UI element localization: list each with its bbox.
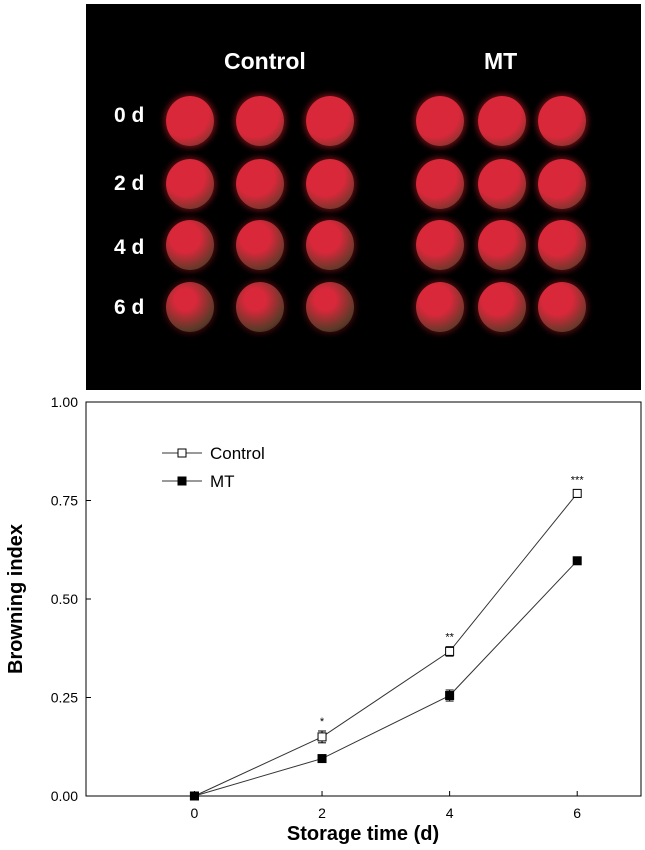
rambutan-fruit (478, 220, 526, 270)
rambutan-fruit (538, 220, 586, 270)
rambutan-fruit (236, 220, 284, 270)
control-data-point (572, 488, 582, 498)
rambutan-fruit (166, 159, 214, 209)
rambutan-fruit (538, 159, 586, 209)
rambutan-fruit (166, 96, 214, 146)
y-tick-label: 1.00 (51, 394, 78, 410)
x-axis-label: Storage time (d) (287, 823, 439, 845)
y-tick-label: 0.75 (51, 493, 78, 509)
row-label-day4: 4 d (114, 236, 145, 259)
x-tick-label: 4 (446, 805, 454, 821)
rambutan-fruit (306, 96, 354, 146)
x-tick-label: 6 (573, 805, 581, 821)
rambutan-fruit (166, 282, 214, 332)
significance-label: *** (571, 474, 585, 486)
rambutan-fruit (538, 282, 586, 332)
rambutan-fruit (236, 159, 284, 209)
row-label-day0: 0 d (114, 104, 145, 127)
mt-data-point (189, 791, 199, 801)
mt-data-point (572, 556, 582, 566)
legend-marker-mt (177, 476, 187, 486)
rambutan-fruit (166, 220, 214, 270)
rambutan-fruit (306, 282, 354, 332)
control-data-point (445, 646, 455, 656)
y-tick-label: 0.50 (51, 591, 78, 607)
control-group-label: Control (224, 48, 306, 74)
legend-label: Control (210, 444, 265, 463)
rambutan-fruit (416, 159, 464, 209)
legend: Control MT (162, 444, 265, 491)
significance-label: * (320, 716, 325, 728)
series-line-mt (194, 560, 578, 797)
significance-label: ** (445, 632, 454, 644)
row-label-day2: 2 d (114, 172, 145, 195)
y-axis-label: Browning index (5, 524, 27, 674)
rambutan-fruit (478, 282, 526, 332)
rambutan-fruit (538, 96, 586, 146)
rambutan-fruit (478, 96, 526, 146)
rambutan-fruit (416, 220, 464, 270)
series-layer: ****** (189, 474, 585, 801)
rambutan-fruit (236, 282, 284, 332)
y-axis-ticks: 0.00 0.25 0.50 0.75 1.00 (51, 394, 91, 804)
rambutan-fruit (306, 220, 354, 270)
y-tick-label: 0.00 (51, 788, 78, 804)
x-tick-label: 0 (191, 805, 199, 821)
rambutan-fruit (306, 159, 354, 209)
plot-frame (85, 401, 642, 797)
mt-data-point (317, 754, 327, 764)
legend-marker-control (177, 448, 187, 458)
fruit-photo-panel: Control MT 0 d 2 d 4 d 6 d (86, 4, 641, 390)
rambutan-fruit (478, 159, 526, 209)
control-data-point (317, 732, 327, 742)
row-label-day6: 6 d (114, 296, 145, 319)
mt-data-point (445, 691, 455, 701)
mt-group-label: MT (484, 48, 518, 74)
legend-label: MT (210, 472, 235, 491)
y-tick-label: 0.25 (51, 690, 78, 706)
rambutan-fruit (236, 96, 284, 146)
rambutan-fruit (416, 282, 464, 332)
series-line-control (194, 493, 578, 797)
x-tick-label: 2 (318, 805, 326, 821)
rambutan-fruit (416, 96, 464, 146)
